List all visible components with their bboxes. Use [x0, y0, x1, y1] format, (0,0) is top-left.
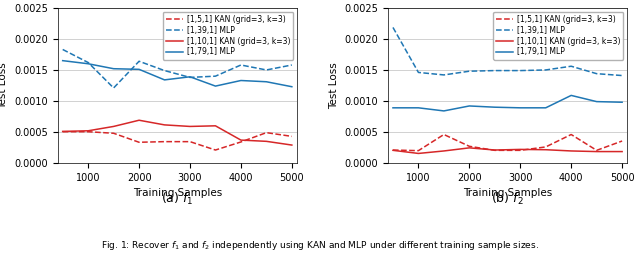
[1,5,1] KAN (grid=3, k=3) — [135, 141, 143, 144]
[1,10,1] KAN (grid=3, k=3) — [516, 148, 524, 151]
[1,10,1] KAN (grid=3, k=3) — [567, 149, 575, 153]
[1,79,1] MLP — [288, 85, 296, 88]
[1,10,1] KAN (grid=3, k=3) — [161, 123, 168, 127]
[1,5,1] KAN (grid=3, k=3) — [618, 139, 626, 143]
[1,10,1] KAN (grid=3, k=3) — [237, 139, 244, 142]
[1,39,1] MLP — [59, 48, 67, 51]
[1,79,1] MLP — [593, 100, 600, 103]
[1,39,1] MLP — [135, 60, 143, 63]
[1,79,1] MLP — [618, 101, 626, 104]
[1,79,1] MLP — [59, 59, 67, 62]
[1,39,1] MLP — [161, 69, 168, 72]
[1,79,1] MLP — [237, 79, 244, 82]
[1,39,1] MLP — [491, 69, 499, 72]
Line: [1,39,1] MLP: [1,39,1] MLP — [393, 27, 622, 75]
[1,39,1] MLP — [110, 86, 118, 89]
[1,5,1] KAN (grid=3, k=3) — [288, 135, 296, 138]
[1,10,1] KAN (grid=3, k=3) — [465, 146, 473, 149]
Y-axis label: Test Loss: Test Loss — [329, 62, 339, 109]
Line: [1,39,1] MLP: [1,39,1] MLP — [63, 49, 292, 88]
[1,39,1] MLP — [465, 70, 473, 73]
[1,79,1] MLP — [389, 106, 397, 109]
[1,39,1] MLP — [440, 73, 448, 77]
[1,5,1] KAN (grid=3, k=3) — [593, 149, 600, 152]
X-axis label: Training Samples: Training Samples — [132, 188, 222, 198]
[1,79,1] MLP — [110, 67, 118, 70]
[1,5,1] KAN (grid=3, k=3) — [84, 130, 92, 133]
[1,39,1] MLP — [389, 26, 397, 29]
[1,39,1] MLP — [542, 68, 550, 72]
[1,79,1] MLP — [212, 84, 220, 88]
[1,5,1] KAN (grid=3, k=3) — [389, 148, 397, 151]
[1,39,1] MLP — [84, 61, 92, 64]
[1,39,1] MLP — [237, 63, 244, 67]
[1,5,1] KAN (grid=3, k=3) — [262, 131, 270, 134]
[1,79,1] MLP — [415, 106, 422, 109]
[1,79,1] MLP — [84, 62, 92, 65]
[1,39,1] MLP — [415, 71, 422, 74]
[1,39,1] MLP — [516, 69, 524, 72]
Line: [1,79,1] MLP: [1,79,1] MLP — [63, 61, 292, 87]
[1,5,1] KAN (grid=3, k=3) — [415, 149, 422, 152]
[1,79,1] MLP — [135, 68, 143, 71]
[1,5,1] KAN (grid=3, k=3) — [440, 133, 448, 136]
[1,39,1] MLP — [618, 74, 626, 77]
[1,39,1] MLP — [288, 63, 296, 67]
[1,10,1] KAN (grid=3, k=3) — [389, 149, 397, 152]
[1,10,1] KAN (grid=3, k=3) — [84, 129, 92, 132]
[1,79,1] MLP — [516, 106, 524, 109]
Line: [1,10,1] KAN (grid=3, k=3): [1,10,1] KAN (grid=3, k=3) — [63, 120, 292, 145]
[1,10,1] KAN (grid=3, k=3) — [212, 124, 220, 127]
[1,10,1] KAN (grid=3, k=3) — [415, 152, 422, 155]
Legend: [1,5,1] KAN (grid=3, k=3), [1,39,1] MLP, [1,10,1] KAN (grid=3, k=3), [1,79,1] ML: [1,5,1] KAN (grid=3, k=3), [1,39,1] MLP,… — [163, 12, 293, 59]
X-axis label: Training Samples: Training Samples — [463, 188, 552, 198]
[1,79,1] MLP — [440, 109, 448, 113]
[1,5,1] KAN (grid=3, k=3) — [186, 140, 194, 143]
Text: Fig. 1: Recover $f_1$ and $f_2$ independently using KAN and MLP under different : Fig. 1: Recover $f_1$ and $f_2$ independ… — [101, 240, 539, 252]
Line: [1,5,1] KAN (grid=3, k=3): [1,5,1] KAN (grid=3, k=3) — [63, 132, 292, 150]
Text: (a) $f_1$: (a) $f_1$ — [161, 190, 193, 207]
[1,5,1] KAN (grid=3, k=3) — [59, 130, 67, 133]
[1,5,1] KAN (grid=3, k=3) — [110, 132, 118, 135]
[1,39,1] MLP — [593, 72, 600, 75]
[1,10,1] KAN (grid=3, k=3) — [186, 125, 194, 128]
[1,10,1] KAN (grid=3, k=3) — [491, 148, 499, 151]
Line: [1,10,1] KAN (grid=3, k=3): [1,10,1] KAN (grid=3, k=3) — [393, 148, 622, 153]
[1,39,1] MLP — [186, 76, 194, 79]
[1,79,1] MLP — [491, 106, 499, 109]
[1,79,1] MLP — [262, 80, 270, 83]
[1,39,1] MLP — [567, 65, 575, 68]
[1,10,1] KAN (grid=3, k=3) — [618, 150, 626, 153]
[1,79,1] MLP — [186, 75, 194, 78]
[1,5,1] KAN (grid=3, k=3) — [491, 149, 499, 152]
[1,10,1] KAN (grid=3, k=3) — [110, 125, 118, 128]
[1,79,1] MLP — [567, 94, 575, 97]
[1,10,1] KAN (grid=3, k=3) — [135, 119, 143, 122]
[1,5,1] KAN (grid=3, k=3) — [465, 145, 473, 148]
[1,10,1] KAN (grid=3, k=3) — [542, 148, 550, 151]
[1,10,1] KAN (grid=3, k=3) — [440, 149, 448, 153]
[1,5,1] KAN (grid=3, k=3) — [237, 140, 244, 144]
[1,5,1] KAN (grid=3, k=3) — [516, 149, 524, 152]
[1,79,1] MLP — [542, 106, 550, 109]
[1,10,1] KAN (grid=3, k=3) — [593, 150, 600, 153]
[1,10,1] KAN (grid=3, k=3) — [262, 140, 270, 143]
[1,5,1] KAN (grid=3, k=3) — [161, 140, 168, 143]
Line: [1,5,1] KAN (grid=3, k=3): [1,5,1] KAN (grid=3, k=3) — [393, 134, 622, 151]
Legend: [1,5,1] KAN (grid=3, k=3), [1,39,1] MLP, [1,10,1] KAN (grid=3, k=3), [1,79,1] ML: [1,5,1] KAN (grid=3, k=3), [1,39,1] MLP,… — [493, 12, 623, 59]
[1,5,1] KAN (grid=3, k=3) — [542, 145, 550, 149]
[1,79,1] MLP — [161, 78, 168, 82]
[1,5,1] KAN (grid=3, k=3) — [212, 148, 220, 151]
Text: (b) $f_2$: (b) $f_2$ — [492, 190, 524, 207]
Line: [1,79,1] MLP: [1,79,1] MLP — [393, 95, 622, 111]
[1,10,1] KAN (grid=3, k=3) — [59, 130, 67, 133]
[1,10,1] KAN (grid=3, k=3) — [288, 144, 296, 147]
Y-axis label: Test Loss: Test Loss — [0, 62, 8, 109]
[1,79,1] MLP — [465, 104, 473, 108]
[1,5,1] KAN (grid=3, k=3) — [567, 133, 575, 136]
[1,39,1] MLP — [262, 68, 270, 72]
[1,39,1] MLP — [212, 75, 220, 78]
